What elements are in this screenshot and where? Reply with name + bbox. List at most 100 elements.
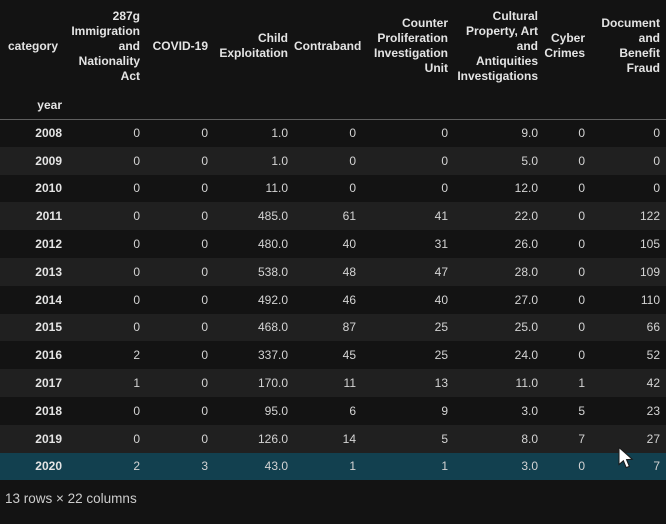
row-year-label: 2011 (35, 209, 62, 224)
cell-value: 27.0 (514, 292, 538, 307)
table-row[interactable]: 2015 0 0 468.0 87 25 25.0 0 66 (0, 313, 666, 342)
cell-value: 3.0 (521, 459, 538, 474)
column-header: COVID-19 (152, 38, 208, 53)
cell-value: 24.0 (514, 348, 538, 363)
cell-value: 14 (342, 431, 356, 446)
table-row[interactable]: 2008 0 0 1.0 0 0 9.0 0 0 (0, 119, 666, 147)
cell-value: 0 (349, 181, 356, 196)
cell-value: 25 (434, 320, 448, 335)
index-name-row-spacer (68, 92, 146, 120)
cell-value: 468.0 (257, 320, 288, 335)
cell-value: 8.0 (521, 431, 538, 446)
table-row[interactable]: 2013 0 0 538.0 48 47 28.0 0 109 (0, 257, 666, 286)
cell-value: 3 (201, 459, 208, 474)
index-name-row-spacer (454, 92, 544, 120)
table-row[interactable]: 2016 2 0 337.0 45 25 24.0 0 52 (0, 341, 666, 369)
cell-value: 0 (133, 181, 140, 196)
cell-value: 0 (653, 126, 660, 141)
index-name-row-spacer (544, 92, 591, 120)
cell-value: 0 (201, 153, 208, 168)
column-header: Document and Benefit Fraud (601, 16, 660, 75)
cell-value: 485.0 (257, 209, 288, 224)
cell-value: 122 (639, 209, 660, 224)
cell-value: 0 (133, 153, 140, 168)
cell-value: 47 (434, 264, 448, 279)
dataframe-table: category 287g Immigration and Nationalit… (0, 0, 666, 481)
table-row[interactable]: 2018 0 0 95.0 6 9 3.0 5 23 (0, 397, 666, 425)
table-row[interactable]: 2009 0 0 1.0 0 0 5.0 0 0 (0, 146, 666, 175)
cell-value: 0 (653, 153, 660, 168)
cell-value: 5.0 (521, 153, 538, 168)
index-name-row: year (0, 92, 666, 120)
cell-value: 0 (133, 403, 140, 418)
cell-value: 538.0 (257, 264, 288, 279)
column-header: Cultural Property, Art and Antiquities I… (457, 8, 538, 83)
row-year-label: 2014 (35, 292, 62, 307)
cell-value: 337.0 (257, 348, 288, 363)
table-header: category 287g Immigration and Nationalit… (0, 0, 666, 120)
cell-value: 0 (201, 292, 208, 307)
row-year-label: 2019 (35, 431, 62, 446)
table-body: 2008 0 0 1.0 0 0 9.0 0 0 2009 0 0 1.0 0 0 5.0 0 0 2010 0 0 11… (0, 119, 666, 481)
cell-value: 45 (342, 348, 356, 363)
row-year-label: 2013 (35, 264, 62, 279)
table-row[interactable]: 2014 0 0 492.0 46 40 27.0 0 110 (0, 286, 666, 314)
column-header: Cyber Crimes (544, 31, 585, 60)
cell-value: 0 (578, 209, 585, 224)
cell-value: 0 (201, 348, 208, 363)
table-row[interactable]: 2011 0 0 485.0 61 41 22.0 0 122 (0, 202, 666, 231)
index-name-row-spacer (214, 92, 294, 120)
cell-value: 105 (639, 237, 660, 252)
cell-value: 26.0 (514, 237, 538, 252)
cell-value: 95.0 (264, 403, 288, 418)
index-name-row-spacer (362, 92, 454, 120)
cell-value: 126.0 (257, 431, 288, 446)
cell-value: 1 (133, 376, 140, 391)
cell-value: 9 (441, 403, 448, 418)
row-year-label: 2020 (35, 459, 62, 474)
row-year-label: 2009 (35, 153, 62, 168)
cell-value: 0 (578, 181, 585, 196)
table-row[interactable]: 2017 1 0 170.0 11 13 11.0 1 42 (0, 369, 666, 397)
table-row[interactable]: 2010 0 0 11.0 0 0 12.0 0 0 (0, 175, 666, 203)
cell-value: 0 (653, 181, 660, 196)
cell-value: 13 (434, 376, 448, 391)
cell-value: 0 (201, 320, 208, 335)
cell-value: 0 (349, 126, 356, 141)
cell-value: 23 (646, 403, 660, 418)
column-header: Contraband (294, 38, 362, 53)
cell-value: 11.0 (515, 376, 538, 391)
index-name-row-spacer (591, 92, 666, 120)
table-dimensions-label: 13 rows × 22 columns (5, 491, 137, 507)
cell-value: 0 (201, 126, 208, 141)
cell-value: 0 (201, 403, 208, 418)
row-year-label: 2015 (35, 320, 62, 335)
cell-value: 87 (342, 320, 356, 335)
column-header: Counter Proliferation Investigation Unit (373, 16, 448, 75)
index-name-row-spacer (146, 92, 214, 120)
cell-value: 0 (578, 320, 585, 335)
cell-value: 0 (578, 126, 585, 141)
index-name: year (0, 92, 68, 120)
table-row[interactable]: 2020 2 3 43.0 1 1 3.0 0 7 (0, 452, 666, 481)
row-year-label: 2008 (35, 126, 62, 141)
cell-value: 0 (201, 431, 208, 446)
cell-value: 40 (342, 237, 356, 252)
row-year-label: 2012 (35, 237, 62, 252)
cell-value: 31 (434, 237, 448, 252)
cell-value: 27 (646, 431, 660, 446)
cell-value: 0 (578, 292, 585, 307)
cell-value: 7 (653, 459, 660, 474)
cell-value: 1.0 (271, 153, 288, 168)
row-year-label: 2016 (35, 348, 62, 363)
cell-value: 25.0 (514, 320, 538, 335)
cell-value: 43.0 (264, 459, 288, 474)
table-row[interactable]: 2012 0 0 480.0 40 31 26.0 0 105 (0, 230, 666, 258)
cell-value: 0 (349, 153, 356, 168)
cell-value: 1 (578, 376, 585, 391)
cell-value: 1 (349, 459, 356, 474)
cell-value: 0 (441, 153, 448, 168)
cell-value: 0 (133, 237, 140, 252)
cell-value: 46 (342, 292, 356, 307)
table-row[interactable]: 2019 0 0 126.0 14 5 8.0 7 27 (0, 424, 666, 453)
